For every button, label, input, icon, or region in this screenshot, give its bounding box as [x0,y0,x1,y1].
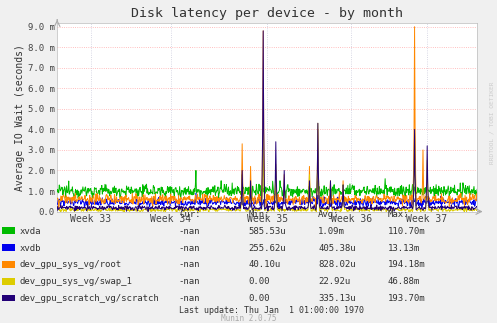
Text: dev_gpu_sys_vg/swap_1: dev_gpu_sys_vg/swap_1 [20,277,133,286]
Text: -nan: -nan [179,244,200,253]
Text: Last update: Thu Jan  1 01:00:00 1970: Last update: Thu Jan 1 01:00:00 1970 [179,306,364,315]
Y-axis label: Average IO Wait (seconds): Average IO Wait (seconds) [15,44,25,191]
Text: 46.88m: 46.88m [388,277,420,286]
Title: Disk latency per device - by month: Disk latency per device - by month [131,7,403,20]
Text: -nan: -nan [179,260,200,269]
Text: Max:: Max: [388,210,409,219]
Text: dev_gpu_sys_vg/root: dev_gpu_sys_vg/root [20,260,122,269]
Text: Min:: Min: [248,210,270,219]
Text: 40.10u: 40.10u [248,260,281,269]
Text: Avg:: Avg: [318,210,339,219]
Text: 1.09m: 1.09m [318,227,345,236]
Text: 194.18m: 194.18m [388,260,425,269]
Text: 0.00: 0.00 [248,277,270,286]
Text: -nan: -nan [179,227,200,236]
Text: -nan: -nan [179,277,200,286]
Text: dev_gpu_scratch_vg/scratch: dev_gpu_scratch_vg/scratch [20,294,160,303]
Text: Cur:: Cur: [179,210,200,219]
Text: 22.92u: 22.92u [318,277,350,286]
Text: 0.00: 0.00 [248,294,270,303]
Text: 828.02u: 828.02u [318,260,356,269]
Text: RRDTOOL / TOBI OETIKER: RRDTOOL / TOBI OETIKER [490,81,495,164]
Text: 110.70m: 110.70m [388,227,425,236]
Text: 193.70m: 193.70m [388,294,425,303]
Text: 335.13u: 335.13u [318,294,356,303]
Text: xvdb: xvdb [20,244,41,253]
Text: Munin 2.0.75: Munin 2.0.75 [221,314,276,323]
Text: 405.38u: 405.38u [318,244,356,253]
Text: 13.13m: 13.13m [388,244,420,253]
Text: 255.62u: 255.62u [248,244,286,253]
Text: 585.53u: 585.53u [248,227,286,236]
Text: -nan: -nan [179,294,200,303]
Text: xvda: xvda [20,227,41,236]
